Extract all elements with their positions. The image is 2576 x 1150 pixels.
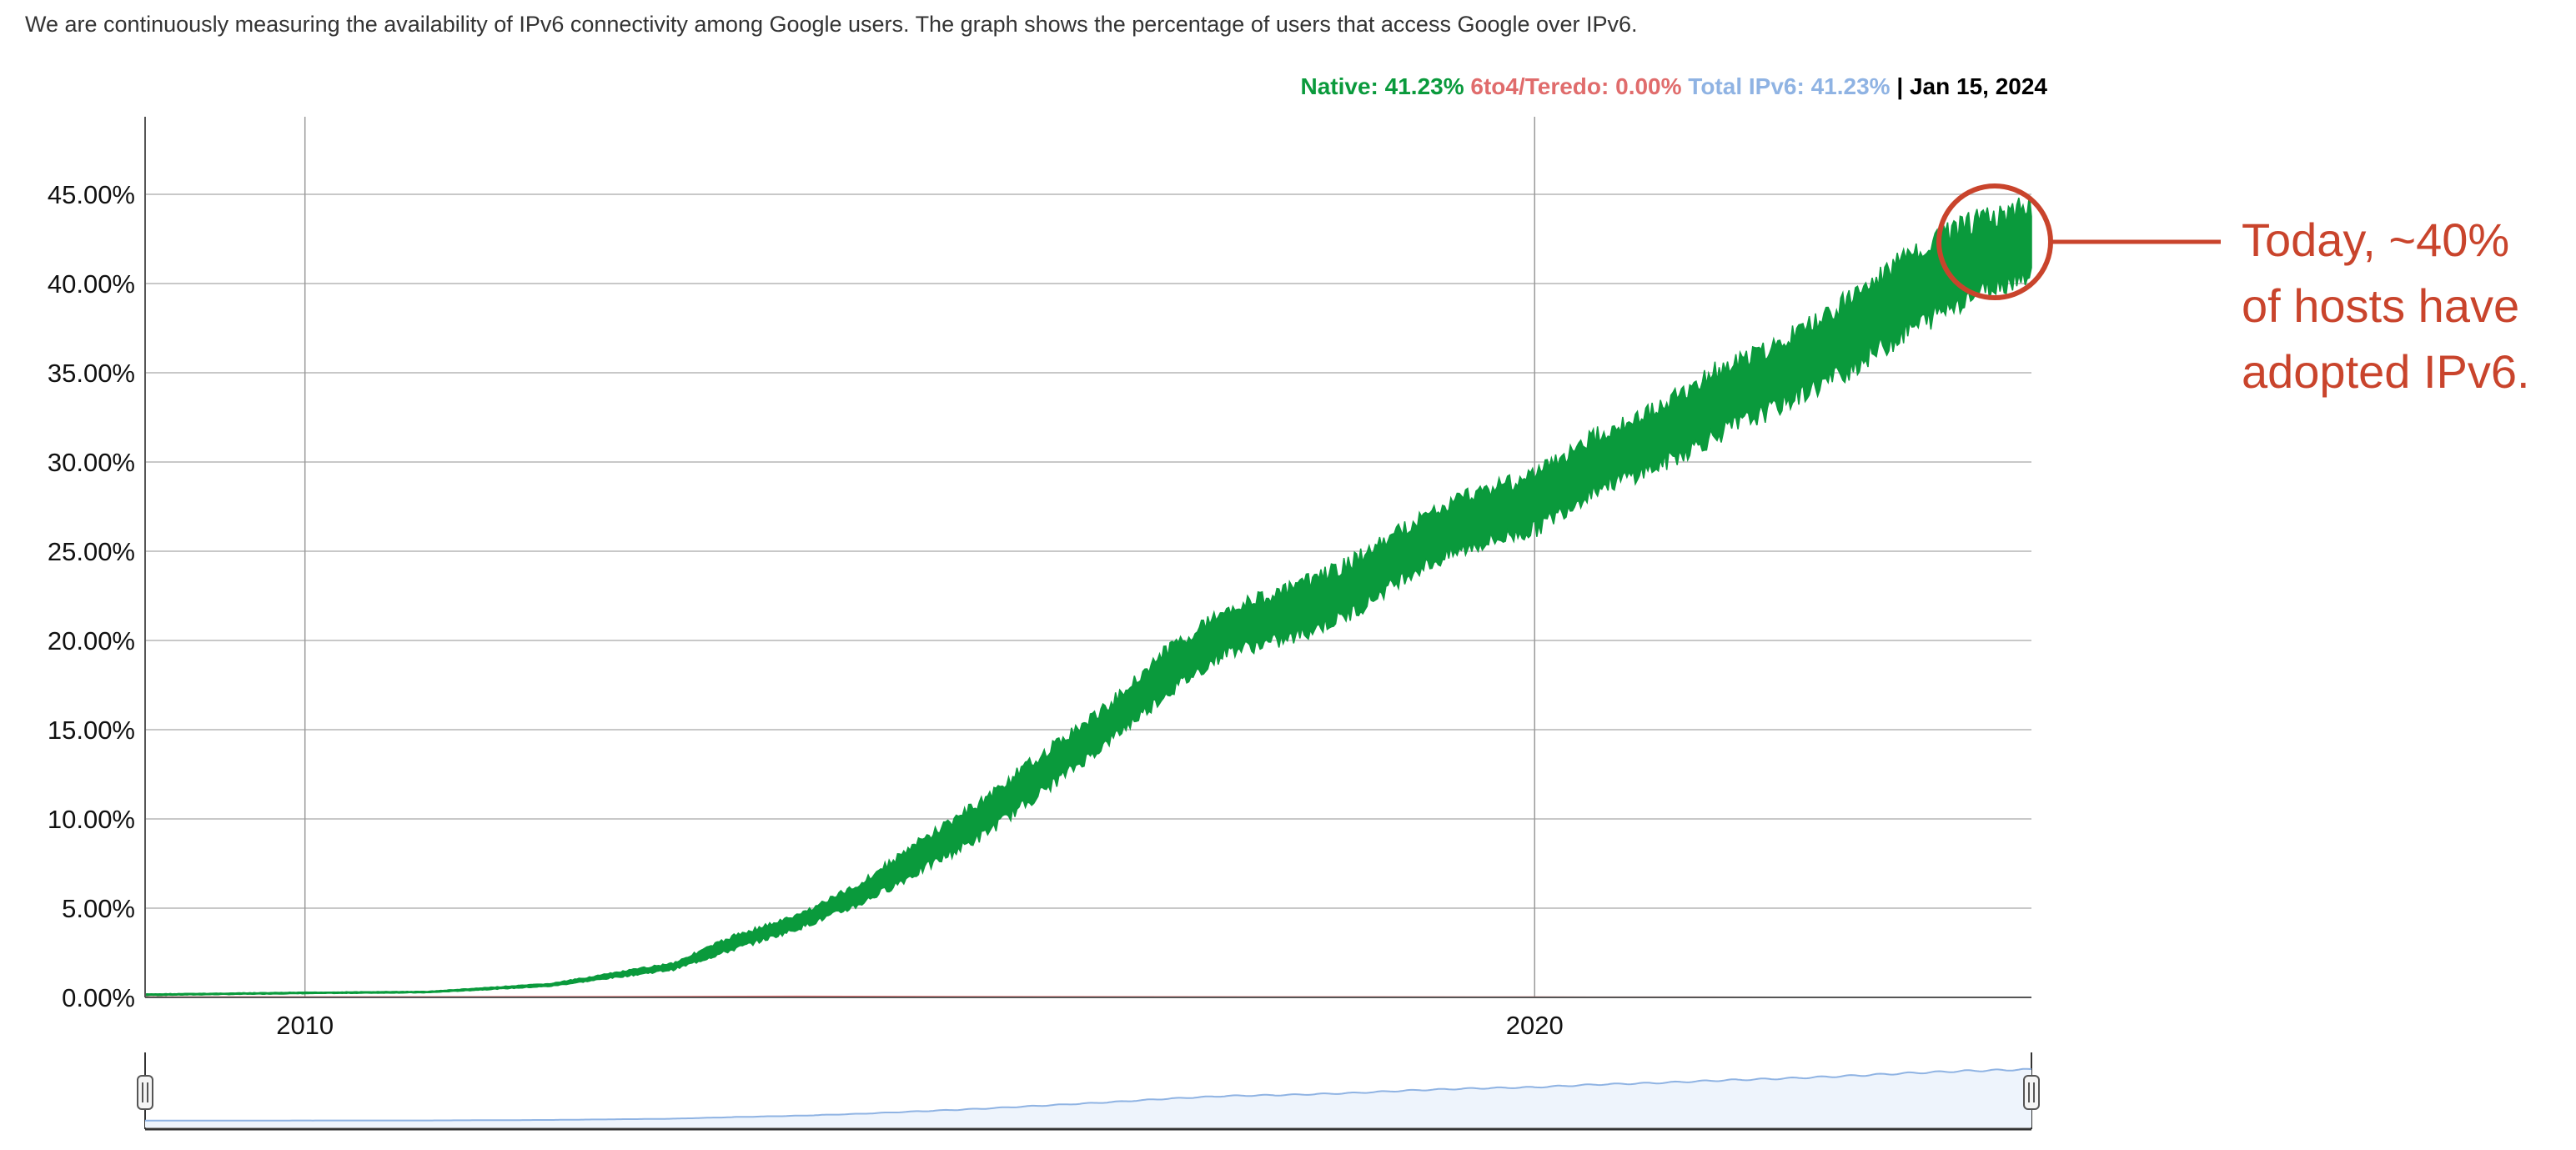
y-tick-label: 20.00% (48, 626, 135, 655)
y-tick-label: 15.00% (48, 716, 135, 745)
legend-total: Total IPv6: 41.23% (1688, 73, 1891, 99)
navigator-right-handle[interactable] (2023, 1075, 2040, 1110)
y-tick-label: 40.00% (48, 269, 135, 299)
page-description: We are continuously measuring the availa… (25, 12, 1638, 37)
annotation-text: Today, ~40% of hosts have adopted IPv6. (2242, 207, 2530, 404)
y-tick-labels: 0.00% 5.00% 10.00% 15.00% 20.00% 25.00% 30.00%… (48, 180, 135, 1012)
annotation-line-2: of hosts have (2242, 279, 2520, 332)
x-tick-label: 2020 (1506, 1011, 1564, 1040)
x-tick-labels: 2010 2020 (276, 1011, 1564, 1040)
navigator-line (145, 1067, 2032, 1122)
navigator-left-handle[interactable] (137, 1075, 153, 1110)
axes (144, 117, 2031, 998)
chart-legend: Native: 41.23% 6to4/Teredo: 0.00% Total … (1301, 73, 2048, 100)
series-native (144, 195, 2032, 997)
annotation-line-1: Today, ~40% (2242, 213, 2510, 266)
y-tick-label: 0.00% (62, 983, 135, 1012)
navigator-area (145, 1068, 2031, 1127)
range-navigator[interactable] (137, 1052, 2040, 1131)
legend-tunnel: 6to4/Teredo: 0.00% (1470, 73, 1682, 99)
y-tick-label: 10.00% (48, 805, 135, 834)
annotation-line-3: adopted IPv6. (2242, 345, 2530, 398)
annotation-callout (1936, 183, 2221, 300)
y-tick-label: 30.00% (48, 448, 135, 477)
legend-separator: | (1896, 73, 1904, 99)
y-tick-label: 5.00% (62, 894, 135, 923)
legend-native: Native: 41.23% (1300, 73, 1464, 99)
y-tick-label: 45.00% (48, 180, 135, 209)
legend-date: Jan 15, 2024 (1909, 73, 2047, 99)
grid-lines (145, 117, 2031, 998)
y-tick-label: 25.00% (48, 537, 135, 566)
x-tick-label: 2010 (276, 1011, 334, 1040)
series-group (144, 195, 2032, 998)
y-tick-label: 35.00% (48, 359, 135, 388)
